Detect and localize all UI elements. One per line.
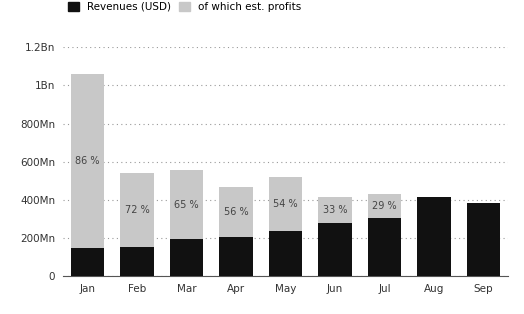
Bar (368, 218, 401, 276)
Bar (170, 170, 203, 239)
Bar (368, 194, 401, 218)
Text: 86 %: 86 % (75, 156, 100, 166)
Bar (219, 187, 253, 237)
Text: 65 %: 65 % (174, 200, 199, 210)
Bar (318, 223, 352, 276)
Bar (71, 74, 104, 248)
Bar (269, 177, 302, 230)
Bar (170, 239, 203, 276)
Bar (269, 230, 302, 276)
Text: 54 %: 54 % (274, 199, 298, 209)
Bar (318, 197, 352, 223)
Bar (121, 247, 154, 276)
Text: 33 %: 33 % (323, 205, 347, 215)
Bar (219, 237, 253, 276)
Bar (121, 173, 154, 247)
Text: 56 %: 56 % (224, 207, 248, 217)
Bar (417, 197, 451, 276)
Text: 29 %: 29 % (372, 201, 397, 211)
Text: 72 %: 72 % (125, 205, 149, 215)
Bar (467, 203, 500, 276)
Bar (71, 248, 104, 276)
Legend: Revenues (USD), of which est. profits: Revenues (USD), of which est. profits (68, 2, 301, 12)
